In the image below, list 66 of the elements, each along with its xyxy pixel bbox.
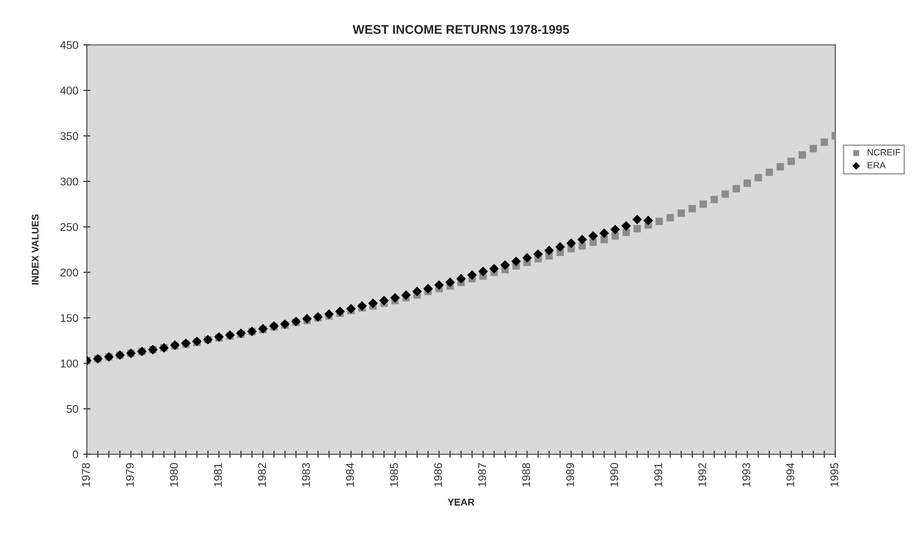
point xyxy=(555,242,565,252)
point xyxy=(588,231,598,241)
chart-title: WEST INCOME RETURNS 1978-1995 xyxy=(352,25,570,34)
y-tick-label: 200 xyxy=(60,268,78,276)
point xyxy=(346,304,356,314)
x-tick-label: 1988 xyxy=(522,463,530,486)
x-tick-label: 1990 xyxy=(610,463,618,486)
point xyxy=(412,286,422,296)
x-tick-label: 1992 xyxy=(698,463,706,486)
y-tick-label: 100 xyxy=(60,360,78,368)
x-tick-label: 1985 xyxy=(390,463,398,486)
x-tick-label: 1994 xyxy=(786,462,794,486)
point xyxy=(533,249,543,259)
point xyxy=(610,224,620,234)
x-tick-label: 1982 xyxy=(258,463,266,486)
x-tick-label: 1978 xyxy=(82,463,90,486)
point xyxy=(445,278,455,288)
point xyxy=(467,270,477,280)
point xyxy=(478,266,488,276)
y-tick-label: 250 xyxy=(60,223,78,231)
point xyxy=(434,280,444,290)
x-tick-label: 1981 xyxy=(214,463,222,486)
point xyxy=(379,296,389,306)
point xyxy=(390,292,400,303)
point xyxy=(621,221,631,231)
point xyxy=(632,214,642,224)
y-tick-label: 350 xyxy=(60,132,78,140)
legend-label: ERA xyxy=(868,162,886,168)
point xyxy=(566,238,576,248)
x-tick-label: 1989 xyxy=(566,463,574,486)
y-tick-label: 0 xyxy=(72,450,78,458)
point xyxy=(544,246,554,256)
x-tick-label: 1995 xyxy=(830,463,838,486)
x-tick-label: 1991 xyxy=(654,463,662,486)
x-tick-label: 1979 xyxy=(126,463,134,486)
point xyxy=(489,264,499,274)
point xyxy=(401,290,411,300)
point xyxy=(599,228,609,238)
point xyxy=(236,328,246,338)
point xyxy=(335,306,345,316)
x-tick-label: 1983 xyxy=(302,463,310,486)
point xyxy=(357,301,367,311)
point xyxy=(522,252,532,263)
x-tick-label: 1984 xyxy=(346,462,354,486)
point xyxy=(511,256,521,266)
x-axis-title: YEAR xyxy=(448,498,474,506)
point xyxy=(324,309,334,319)
legend-label: NCREIF xyxy=(868,149,900,156)
point xyxy=(577,234,587,244)
point xyxy=(423,284,433,294)
y-tick-label: 400 xyxy=(60,86,78,94)
y-tick-label: 150 xyxy=(60,314,78,322)
x-tick-label: 1980 xyxy=(170,463,178,486)
point xyxy=(643,216,653,226)
x-tick-label: 1986 xyxy=(434,463,442,486)
point xyxy=(368,298,378,308)
y-tick-label: 300 xyxy=(60,178,78,186)
x-tick-label: 1987 xyxy=(478,463,486,486)
y-axis-title: INDEX VALUES xyxy=(32,214,39,284)
y-tick-label: 450 xyxy=(60,41,78,50)
point xyxy=(456,274,466,284)
y-tick-label: 50 xyxy=(66,405,78,413)
point xyxy=(181,338,191,348)
x-tick-label: 1993 xyxy=(742,463,750,486)
point xyxy=(302,314,312,324)
point xyxy=(500,260,510,270)
